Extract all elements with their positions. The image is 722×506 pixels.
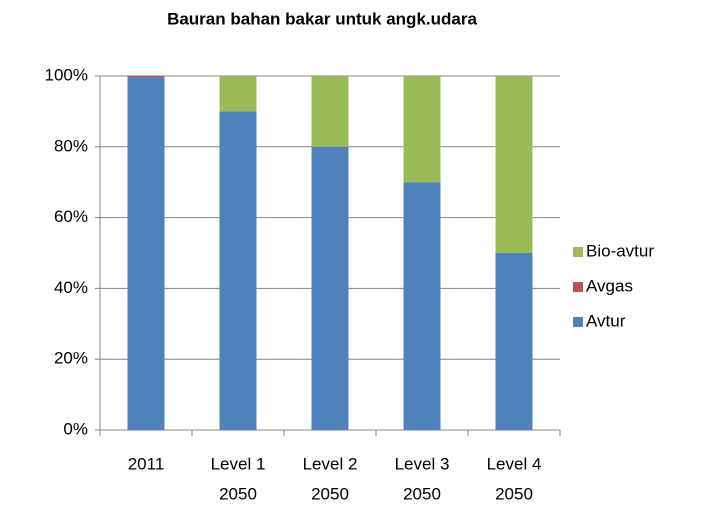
bar-segment <box>311 146 349 431</box>
y-tick-label: 60% <box>54 207 88 226</box>
x-tick-label: 2011 <box>128 454 165 473</box>
x-tick-label: Level 3 <box>395 454 450 473</box>
legend-swatch <box>573 282 583 292</box>
y-tick-label: 80% <box>54 136 88 155</box>
bar-segment <box>127 77 165 430</box>
legend-label: Bio-avtur <box>586 241 654 260</box>
legend-label: Avgas <box>586 276 633 295</box>
chart-title: Bauran bahan bakar untuk angk.udara <box>167 9 477 28</box>
y-tick-label: 40% <box>54 278 88 297</box>
bar-segment <box>495 76 533 253</box>
x-tick-label: 2050 <box>403 484 441 503</box>
bar-segment <box>219 76 257 112</box>
x-tick-label: 2050 <box>311 484 349 503</box>
y-tick-label: 100% <box>45 65 88 84</box>
y-tick-label: 20% <box>54 349 88 368</box>
bar-segment <box>403 182 441 430</box>
x-tick-label: Level 1 <box>211 454 266 473</box>
bar-segment <box>403 76 441 183</box>
bar-segment <box>311 76 349 147</box>
y-tick-label: 0% <box>63 419 88 438</box>
legend-swatch <box>573 317 583 327</box>
x-tick-label: Level 2 <box>303 454 358 473</box>
bar-segment <box>495 253 533 430</box>
x-tick-label: Level 4 <box>487 454 542 473</box>
bar-segment <box>127 76 165 78</box>
x-tick-label: 2050 <box>495 484 533 503</box>
legend-label: Avtur <box>586 311 626 330</box>
x-tick-label: 2050 <box>219 484 257 503</box>
legend-swatch <box>573 247 583 257</box>
bar-segment <box>219 111 257 431</box>
